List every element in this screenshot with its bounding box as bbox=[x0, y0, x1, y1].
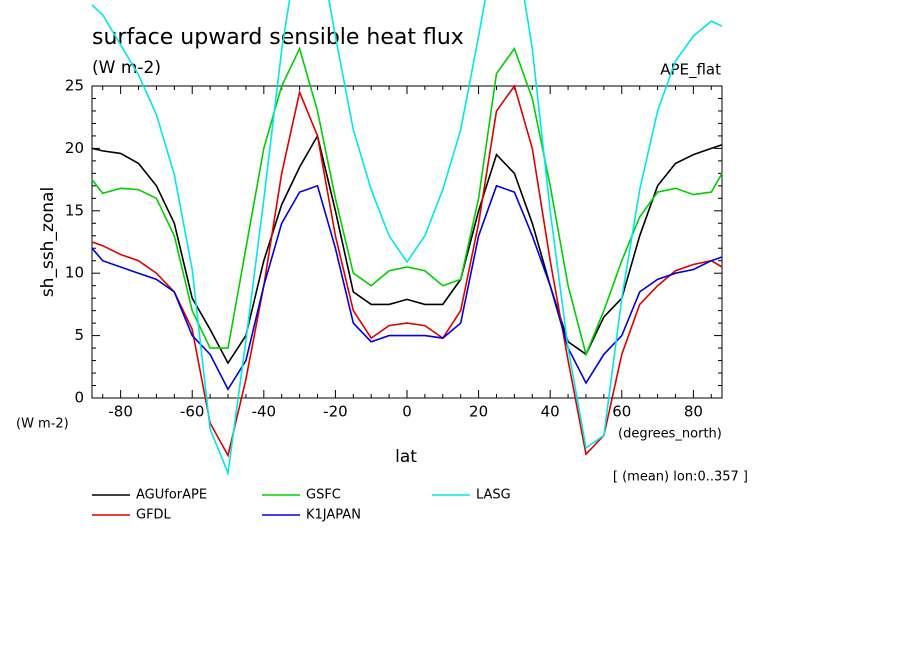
x-tick-label: -40 bbox=[252, 403, 277, 421]
y-tick-label: 25 bbox=[65, 77, 84, 95]
x-tick-label: -60 bbox=[180, 403, 205, 421]
y-tick-label: 15 bbox=[65, 201, 84, 219]
legend-label: AGUforAPE bbox=[136, 488, 207, 503]
footnote: [ (mean) lon:0..357 ] bbox=[613, 470, 748, 485]
legend-label: K1JAPAN bbox=[306, 508, 361, 523]
series-line bbox=[91, 46, 723, 357]
x-units: (degrees_north) bbox=[618, 427, 722, 442]
chart-subtitle: (W m-2) bbox=[92, 58, 161, 78]
series-line bbox=[91, 84, 723, 458]
x-tick-label: -20 bbox=[323, 403, 348, 421]
y-tick-label: 0 bbox=[74, 389, 84, 407]
y-tick-label: 5 bbox=[74, 326, 84, 344]
y-tick-label: 20 bbox=[65, 139, 84, 157]
y-axis-label: sh_ssh_zonal bbox=[38, 187, 58, 297]
chart-title: surface upward sensible heat flux bbox=[92, 25, 464, 50]
x-tick-label: 60 bbox=[612, 403, 631, 421]
series-line bbox=[91, 184, 723, 391]
y-tick-label: 10 bbox=[65, 264, 84, 282]
x-tick-label: -80 bbox=[108, 403, 133, 421]
dataset-label: APE_flat bbox=[660, 61, 721, 80]
x-tick-label: 40 bbox=[541, 403, 560, 421]
x-tick-label: 20 bbox=[469, 403, 488, 421]
legend-label: GFDL bbox=[136, 508, 172, 523]
x-tick-label: 80 bbox=[684, 403, 703, 421]
y-units: (W m-2) bbox=[16, 417, 69, 432]
x-tick-label: 0 bbox=[402, 403, 412, 421]
x-axis-label: lat bbox=[395, 447, 417, 467]
legend-label: LASG bbox=[476, 488, 511, 503]
series-line bbox=[91, 0, 723, 476]
legend-label: GSFC bbox=[306, 488, 341, 503]
